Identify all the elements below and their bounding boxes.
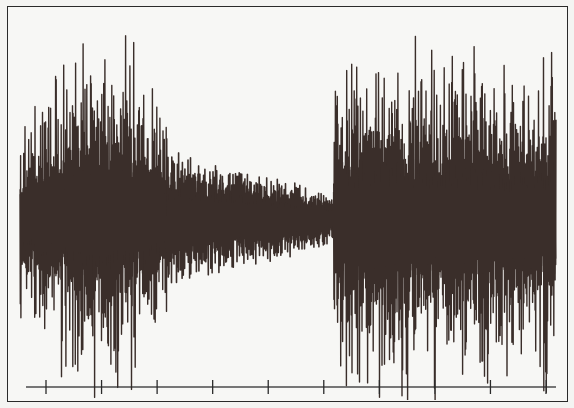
waveform-core-1 (19, 156, 168, 281)
waveform-plot (19, 35, 557, 400)
waveform-core-3 (333, 156, 557, 281)
waveform-core-2 (166, 183, 335, 257)
figure-frame (7, 6, 568, 402)
waveform-trace (19, 35, 557, 400)
